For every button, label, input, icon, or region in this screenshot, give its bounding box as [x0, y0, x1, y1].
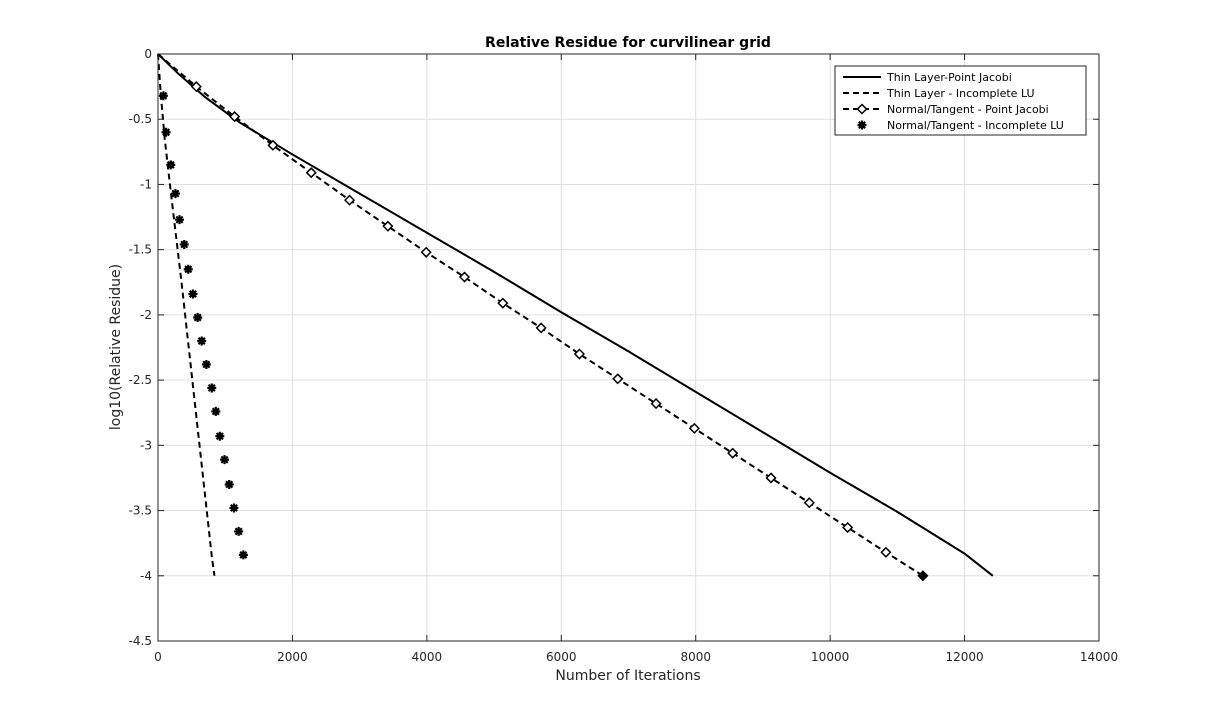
- data-point: [880, 546, 892, 558]
- data-point: [305, 167, 317, 179]
- data-point-end: [919, 572, 927, 580]
- data-point: [803, 497, 815, 509]
- data-point: [573, 348, 585, 360]
- data-point-core: [168, 162, 173, 167]
- data-point: [535, 322, 547, 334]
- data-point: [842, 521, 854, 534]
- data-point: [765, 472, 777, 484]
- legend-label: Thin Layer - Incomplete LU: [886, 87, 1035, 100]
- data-point-core: [222, 457, 227, 462]
- data-point-core: [173, 191, 178, 196]
- y-tick-label: -1: [140, 177, 152, 191]
- data-point-core: [161, 93, 166, 98]
- data-point-core: [199, 338, 204, 343]
- y-axis-label: log10(Relative Residue): [108, 264, 124, 430]
- data-point-core: [231, 505, 236, 510]
- series-line: [157, 53, 216, 576]
- y-tick-label: -3.5: [129, 504, 152, 518]
- data-point: [497, 297, 509, 309]
- x-axis-label: Number of Iterations: [555, 668, 700, 684]
- chart-title: Relative Residue for curvilinear grid: [485, 35, 771, 51]
- legend: Thin Layer-Point Jacobi Thin Layer - Inco…: [834, 65, 1087, 136]
- series-line: [157, 53, 994, 577]
- data-point: [727, 447, 739, 459]
- data-point: [382, 220, 394, 232]
- data-point: [344, 194, 356, 206]
- data-point-core: [217, 434, 222, 439]
- data-point-core: [177, 217, 182, 222]
- legend-entry: Normal/Tangent - Incomplete LU: [857, 119, 1064, 132]
- data-point: [612, 373, 624, 385]
- data-point-core: [227, 482, 232, 487]
- y-tick-label: -2.5: [129, 373, 152, 387]
- data-point-core: [195, 315, 200, 320]
- plot-series: [157, 53, 994, 582]
- legend-entry: Thin Layer-Point Jacobi: [843, 71, 1012, 84]
- data-point-core: [186, 267, 191, 272]
- series-1: [157, 53, 994, 577]
- series-3: [157, 53, 929, 582]
- data-point: [458, 271, 471, 283]
- data-point: [190, 81, 202, 93]
- x-tick-label: 10000: [811, 650, 849, 664]
- legend-marker: [856, 103, 868, 115]
- legend-label: Thin Layer-Point Jacobi: [886, 71, 1012, 84]
- legend-marker-core: [860, 123, 864, 127]
- data-point-core: [241, 552, 246, 557]
- data-point: [229, 111, 241, 123]
- x-tick-label: 0: [154, 650, 162, 664]
- data-point-core: [190, 292, 195, 297]
- y-tick-label: -4: [140, 569, 152, 583]
- series-2: [157, 53, 216, 576]
- y-tick-label: 0: [144, 47, 152, 61]
- x-tick-label: 2000: [277, 650, 308, 664]
- data-point: [688, 422, 700, 434]
- x-tick-label: 4000: [412, 650, 443, 664]
- y-tick-label: -2: [140, 308, 152, 322]
- y-tick-label: -3: [140, 438, 152, 452]
- data-point-core: [213, 409, 218, 414]
- plot-frame: [157, 53, 1100, 642]
- x-tick-label: 12000: [945, 650, 983, 664]
- x-tick-label: 6000: [546, 650, 577, 664]
- data-point-core: [236, 529, 241, 534]
- legend-label: Normal/Tangent - Incomplete LU: [887, 119, 1064, 132]
- grid: [157, 53, 1100, 642]
- ticks: 0 2000 4000 6000 8000 10000 12000 14000 0 -0.5 -1 -…: [129, 47, 1119, 664]
- legend-entry: Normal/Tangent - Point Jacobi: [843, 103, 1049, 116]
- y-tick-label: -0.5: [129, 112, 152, 126]
- data-point: [420, 246, 432, 258]
- y-tick-label: -4.5: [129, 634, 152, 648]
- legend-label: Normal/Tangent - Point Jacobi: [887, 103, 1049, 116]
- legend-entry: Thin Layer - Incomplete LU: [843, 87, 1035, 100]
- data-point: [267, 139, 279, 151]
- data-point: [650, 398, 662, 410]
- x-tick-label: 14000: [1080, 650, 1118, 664]
- series-4: [158, 91, 248, 560]
- data-point-core: [209, 385, 214, 390]
- data-point-core: [204, 362, 209, 367]
- data-point-core: [164, 130, 169, 135]
- y-tick-label: -1.5: [129, 243, 152, 257]
- data-point-core: [182, 242, 187, 247]
- x-tick-label: 8000: [680, 650, 711, 664]
